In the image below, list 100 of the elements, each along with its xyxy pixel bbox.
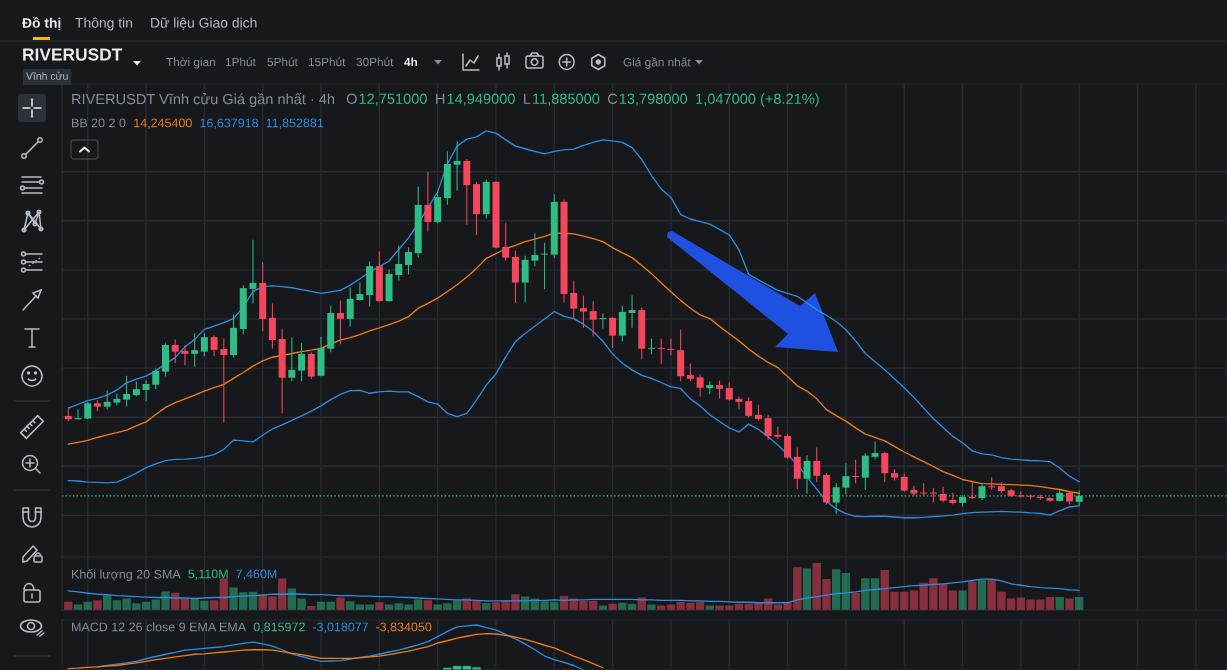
- text: 15Phút: [308, 57, 346, 67]
- bar: [452, 600, 462, 611]
- candlestick: [541, 242, 549, 290]
- bar: [511, 594, 520, 611]
- candlestick: [531, 233, 539, 267]
- bar: [414, 599, 423, 611]
- candlestick: [171, 339, 179, 364]
- bar: [161, 591, 170, 611]
- bar: [1036, 599, 1045, 611]
- bar: [472, 600, 481, 611]
- candlestick: [1046, 497, 1054, 502]
- candlestick: [307, 352, 315, 379]
- bar: [394, 603, 403, 611]
- text: H: [436, 93, 445, 104]
- text: 4h: [404, 57, 418, 67]
- text: 11,885000: [533, 93, 600, 106]
- candlestick: [618, 305, 626, 342]
- candlestick: [268, 303, 276, 349]
- bar: [1016, 597, 1026, 611]
- candlestick: [657, 338, 665, 365]
- text: 0,815972: [253, 622, 305, 633]
- candlestick: [939, 486, 947, 503]
- text: L: [524, 93, 531, 104]
- candlestick: [200, 333, 208, 357]
- bar: [491, 602, 501, 611]
- candlestick: [453, 141, 461, 191]
- bar: [870, 578, 880, 611]
- bar: [229, 587, 238, 611]
- text: 11,852881: [266, 118, 324, 129]
- bar: [647, 604, 656, 611]
- text: C: [607, 93, 618, 104]
- bar: [793, 567, 802, 611]
- bar: [103, 594, 112, 611]
- candlestick: [793, 447, 801, 490]
- bar: [841, 572, 851, 611]
- bar: [219, 578, 228, 611]
- series-label: 5,110M: [188, 569, 228, 580]
- candlestick: [599, 313, 607, 329]
- candlestick: [861, 453, 869, 491]
- text: Giá gần nhất: [623, 57, 691, 69]
- bar: [336, 597, 345, 611]
- candlestick: [920, 483, 928, 497]
- candlestick: [181, 345, 189, 366]
- bar: [880, 570, 889, 611]
- candlestick: [774, 426, 782, 440]
- bar: [316, 601, 326, 611]
- bar: [93, 600, 102, 611]
- candlestick: [191, 333, 199, 367]
- candlestick: [288, 337, 296, 382]
- bar: [1075, 597, 1084, 611]
- bar: [715, 605, 724, 611]
- text: Thông tin: [75, 17, 133, 31]
- bar: [958, 590, 967, 611]
- bar: [423, 600, 433, 611]
- candlestick: [579, 295, 587, 328]
- bar: [297, 598, 306, 611]
- candlestick: [346, 287, 354, 327]
- candlestick: [589, 301, 597, 337]
- bar: [861, 578, 870, 611]
- bar: [948, 590, 957, 611]
- bar: [209, 600, 219, 611]
- candlestick: [405, 247, 412, 275]
- candlestick: [929, 487, 937, 503]
- bar: [1065, 598, 1074, 611]
- candlestick: [696, 374, 704, 397]
- legend-title: Khối lượng 20 SMA: [72, 568, 181, 582]
- candlestick: [395, 245, 403, 281]
- candlestick: [249, 239, 257, 304]
- text: Thời gian: [166, 57, 215, 69]
- bar: [997, 591, 1006, 611]
- bar: [346, 601, 355, 611]
- bar: [579, 600, 588, 611]
- bar: [909, 590, 919, 611]
- candlestick: [298, 343, 306, 382]
- bar: [822, 579, 831, 611]
- text: Vĩnh cửu: [26, 71, 68, 80]
- text: 13,798000: [619, 93, 688, 106]
- candlestick: [113, 393, 121, 406]
- bar: [890, 591, 899, 611]
- bar: [802, 568, 812, 611]
- candlestick: [1017, 491, 1025, 498]
- bar: [618, 602, 627, 611]
- candlestick: [336, 300, 344, 345]
- candlestick: [123, 375, 131, 407]
- candlestick: [220, 338, 228, 423]
- candlestick: [210, 335, 218, 357]
- bar: [433, 604, 442, 611]
- bar: [482, 603, 491, 611]
- bar: [550, 601, 559, 611]
- bar: [919, 582, 928, 611]
- candlestick: [152, 368, 160, 390]
- bar: [1045, 597, 1055, 611]
- bar: [812, 563, 821, 611]
- candlestick: [628, 295, 636, 328]
- candlestick: [764, 414, 772, 440]
- bar: [589, 600, 598, 611]
- bar: [938, 583, 948, 611]
- bar: [141, 601, 151, 611]
- bar: [540, 601, 549, 611]
- bar: [404, 604, 413, 611]
